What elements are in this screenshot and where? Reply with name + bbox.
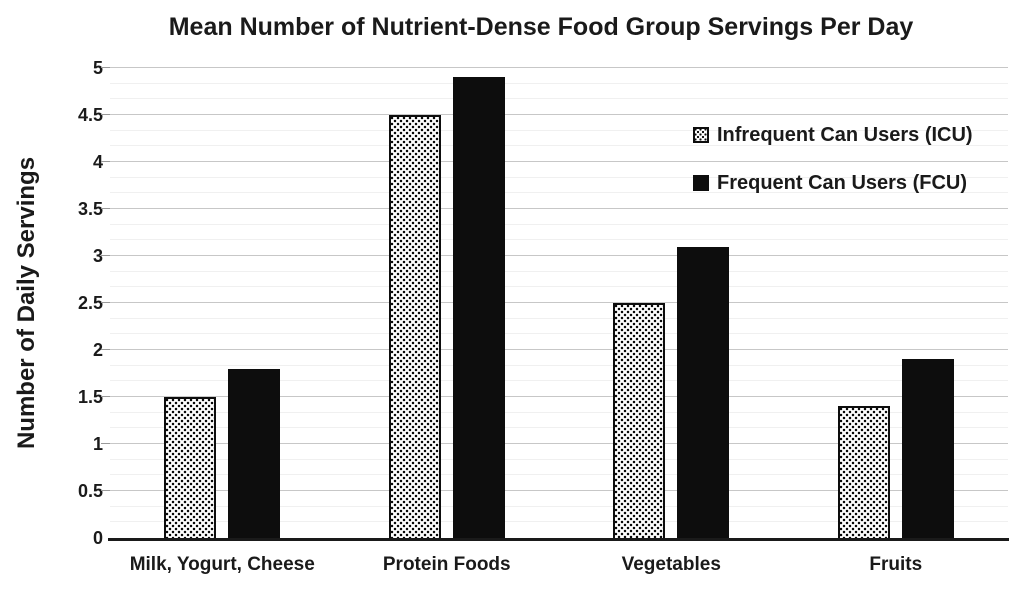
x-axis-line — [108, 538, 1009, 541]
minor-gridline — [110, 286, 1008, 288]
minor-gridline — [110, 176, 1008, 178]
bar-fcu-fruits — [901, 359, 954, 538]
bar-icu-protein-foods — [388, 115, 441, 538]
y-axis-tick-label: 1.5 — [77, 387, 103, 407]
y-axis-tickmark — [101, 443, 110, 444]
x-axis-label-protein-foods: Protein Foods — [382, 554, 511, 575]
minor-gridline — [110, 129, 1008, 131]
bar-icu-fruits — [837, 406, 890, 538]
legend-label-fcu: Frequent Can Users (FCU) — [717, 171, 968, 194]
x-axis-label-vegetables: Vegetables — [621, 554, 721, 575]
y-axis-tickmark — [101, 161, 110, 162]
bar-group-vegetables — [559, 68, 784, 538]
bar-group-fruits — [784, 68, 1009, 538]
minor-gridline — [110, 521, 1008, 523]
bar-fcu-milk-yogurt-cheese — [228, 368, 281, 538]
y-axis-tickmark — [101, 396, 110, 397]
y-axis-tick-label: 2.5 — [77, 293, 103, 313]
major-gridline — [110, 67, 1008, 68]
minor-gridline — [110, 380, 1008, 382]
y-axis-tickmark — [101, 208, 110, 209]
minor-gridline — [110, 270, 1008, 272]
minor-gridline — [110, 458, 1008, 460]
major-gridline — [110, 490, 1008, 491]
minor-gridline — [110, 192, 1008, 194]
y-axis-tickmark — [101, 255, 110, 256]
x-axis-labels: Milk, Yogurt, Cheese Protein Foods Vegetab… — [110, 551, 1008, 579]
major-gridline — [110, 302, 1008, 303]
minor-gridline — [110, 82, 1008, 84]
minor-gridline — [110, 411, 1008, 413]
bar-icu-vegetables — [613, 303, 666, 538]
minor-gridline — [110, 364, 1008, 366]
bar-group-milk-yogurt-cheese — [110, 68, 335, 538]
legend: Infrequent Can Users (ICU) Frequent Can … — [693, 122, 973, 196]
y-axis-tick-label: 2 — [92, 340, 103, 360]
major-gridline — [110, 161, 1008, 162]
minor-gridline — [110, 223, 1008, 225]
bar-icu-milk-yogurt-cheese — [164, 397, 217, 538]
major-gridline — [110, 255, 1008, 256]
x-axis-label-fruits: Fruits — [869, 554, 923, 575]
minor-gridline — [110, 427, 1008, 429]
major-gridline — [110, 443, 1008, 444]
fcu-solid-swatch — [693, 175, 709, 191]
minor-gridline — [110, 145, 1008, 147]
y-axis-tick-label: 0.5 — [77, 481, 103, 501]
legend-item-fcu: Frequent Can Users (FCU) — [693, 170, 973, 196]
major-gridline — [110, 114, 1008, 115]
bar-groups — [110, 68, 1008, 538]
icu-pattern-swatch — [693, 127, 709, 143]
y-axis-title: Number of Daily Servings — [13, 156, 40, 450]
gridlines — [101, 67, 1008, 538]
y-axis-tick-label: 0 — [92, 528, 103, 548]
minor-gridline — [110, 317, 1008, 319]
y-axis-tick-label: 3.5 — [77, 199, 103, 219]
minor-gridline — [110, 474, 1008, 476]
y-axis-tickmark — [101, 349, 110, 350]
minor-gridline — [110, 239, 1008, 241]
y-axis-tickmark — [101, 114, 110, 115]
y-axis-tickmark — [101, 67, 110, 68]
minor-gridline — [110, 333, 1008, 335]
plot-area — [101, 67, 1009, 541]
legend-label-icu: Infrequent Can Users (ICU) — [717, 123, 973, 146]
legend-item-icu: Infrequent Can Users (ICU) — [693, 122, 973, 148]
minor-gridline — [110, 505, 1008, 507]
y-axis-tick-label: 5 — [92, 58, 103, 78]
y-axis-tickmark — [101, 302, 110, 303]
y-axis-tick-label: 4 — [92, 152, 103, 172]
major-gridline — [110, 349, 1008, 350]
y-axis-tickmark — [101, 490, 110, 491]
minor-gridline — [110, 98, 1008, 100]
y-axis-tick-labels: 0 0.5 1 1.5 2 2.5 3 3.5 4 4.5 5 — [55, 58, 103, 548]
x-axis-label-milk-yogurt-cheese: Milk, Yogurt, Cheese — [129, 554, 315, 575]
y-axis-tick-label: 1 — [92, 434, 103, 454]
major-gridline — [110, 208, 1008, 209]
chart-title: Mean Number of Nutrient-Dense Food Group… — [168, 13, 914, 41]
y-axis-tick-label: 4.5 — [77, 105, 103, 125]
bar-fcu-protein-foods — [452, 77, 505, 538]
bar-group-protein-foods — [335, 68, 560, 538]
y-axis-tick-label: 3 — [92, 246, 103, 266]
major-gridline — [110, 396, 1008, 397]
bar-fcu-vegetables — [677, 246, 730, 538]
